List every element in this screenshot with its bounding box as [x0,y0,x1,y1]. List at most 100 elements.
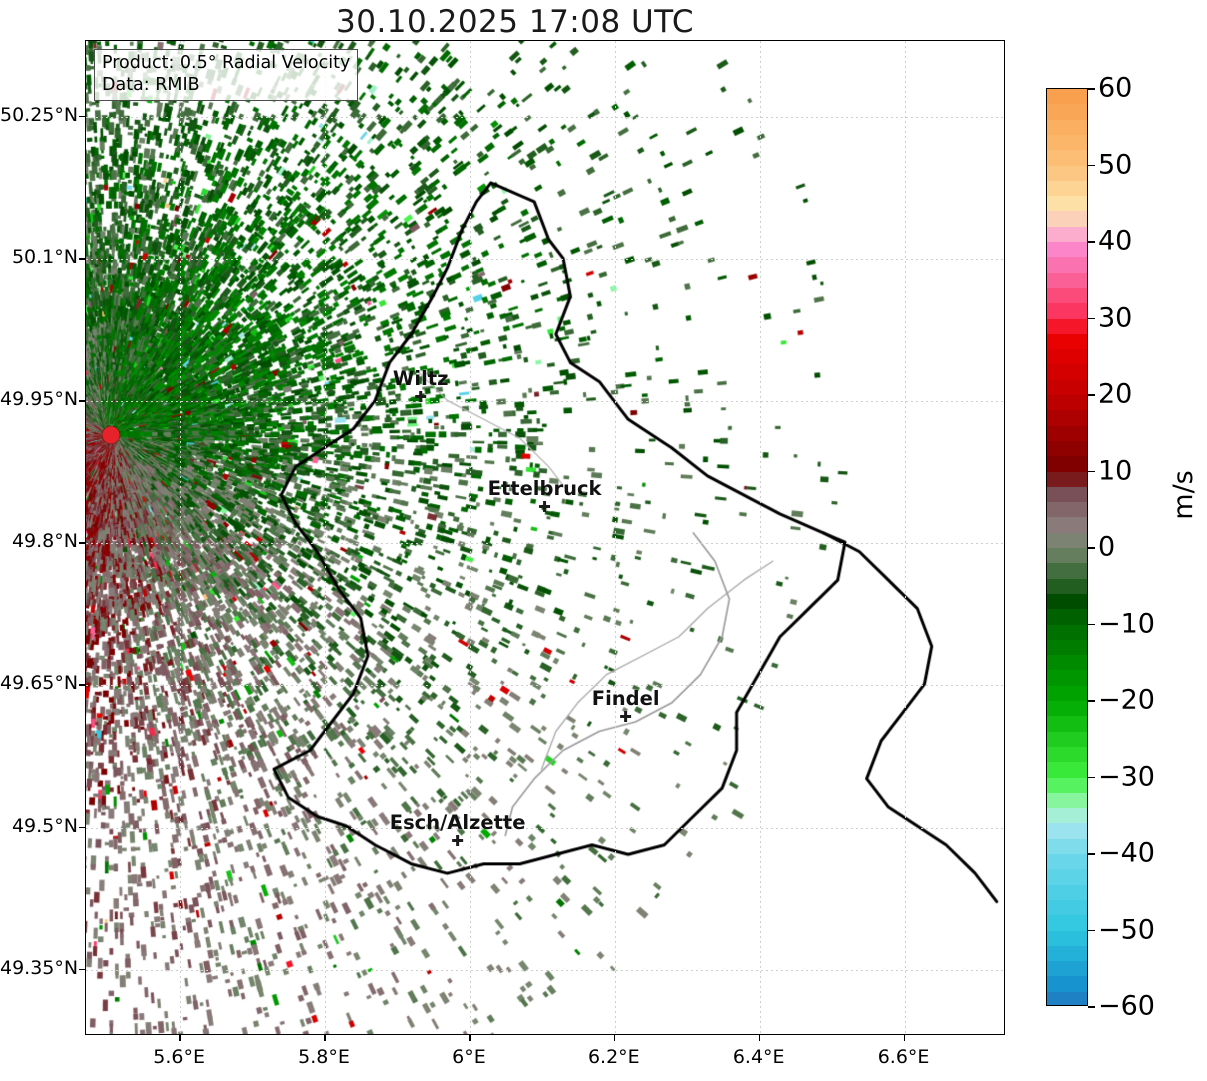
colorbar-segment [1047,869,1087,886]
colorbar-segment [1047,425,1087,442]
colorbar-segment [1047,165,1087,182]
colorbar-tick-mark [1088,88,1095,90]
colorbar-segment [1047,410,1087,427]
colorbar-segment [1047,196,1087,213]
colorbar-segment [1047,961,1087,978]
colorbar-segment [1047,838,1087,855]
colorbar-segment [1047,517,1087,534]
colorbar-segment [1047,134,1087,152]
colorbar-segment [1047,624,1087,641]
colorbar-segment [1047,701,1087,718]
x-axis-tick-mark [903,1035,906,1041]
page-title: 30.10.2025 17:08 UTC [336,4,694,40]
y-axis-tick-mark [79,684,85,686]
colorbar-tick-mark [1088,241,1095,243]
radar-image-canvas [86,41,1004,1034]
colorbar-segment [1047,379,1087,396]
colorbar-segment [1047,548,1087,565]
colorbar-segment [1047,884,1087,901]
colorbar-segment [1047,486,1087,504]
colorbar-tick-mark [1088,394,1095,396]
colorbar-segment [1047,823,1087,840]
colorbar-tick-mark [1088,700,1095,702]
colorbar-segment [1047,716,1087,733]
colorbar-segment [1047,792,1087,810]
colorbar-tick-mark [1088,929,1095,932]
colorbar-tick-label: −20 [1098,684,1155,716]
x-axis-tick-label: 6°E [452,1046,486,1068]
data-source-line: Data: RMIB [102,74,200,95]
colorbar-segment [1047,272,1087,289]
y-axis-tick-label: 49.95°N [0,388,79,411]
colorbar-segment [1047,854,1087,871]
colorbar-segment [1047,287,1087,305]
colorbar-tick-label: −60 [1098,990,1155,1022]
colorbar-segment [1047,502,1087,519]
colorbar-segment [1047,899,1087,917]
colorbar-segment [1047,670,1087,687]
colorbar-tick-mark [1088,317,1095,320]
x-axis-tick-label: 5.6°E [153,1046,206,1068]
x-axis-tick-label: 6.2°E [587,1046,640,1068]
colorbar-tick-mark [1088,164,1095,167]
colorbar-segment [1047,303,1087,320]
colorbar-segment [1047,456,1087,473]
radar-plot-area[interactable]: Wiltz Ettelbruck Findel Esch/Alzette Produc… [85,40,1005,1035]
colorbar-tick-label: −40 [1098,837,1155,869]
colorbar-tick-mark [1088,1006,1095,1008]
y-axis-tick-mark [79,542,85,544]
radar-site-marker[interactable] [102,426,120,444]
y-axis-tick-mark [79,826,85,829]
y-axis-tick-mark [79,257,85,260]
colorbar-tick-label: 0 [1098,531,1116,563]
colorbar-segment [1047,532,1087,549]
colorbar-tick-label: 10 [1098,455,1133,486]
colorbar-tick-label: 30 [1098,302,1133,333]
x-axis-tick-mark [613,1035,616,1041]
colorbar-segment [1047,930,1087,947]
colorbar-tick-mark [1088,547,1095,549]
colorbar-segment [1047,349,1087,366]
colorbar-segment [1047,746,1087,764]
colorbar-tick-label: −50 [1098,914,1155,945]
colorbar-segment [1047,808,1087,825]
colorbar-segment [1047,991,1087,1005]
colorbar-segment [1047,915,1087,932]
y-axis-tick-label: 50.1°N [11,245,78,268]
colorbar-segment [1047,333,1087,351]
colorbar-tick-label: 20 [1098,378,1133,410]
colorbar-segment [1047,226,1087,243]
colorbar-tick-label: −30 [1098,761,1155,792]
colorbar[interactable] [1046,88,1088,1006]
colorbar-segment [1047,639,1087,657]
colorbar-unit-label: m/s [1168,470,1199,520]
colorbar-segment [1047,762,1087,779]
y-axis-tick-mark [79,968,85,971]
colorbar-tick-label: −10 [1098,608,1155,639]
colorbar-tick-mark [1088,776,1095,779]
y-axis-tick-mark [79,400,85,402]
colorbar-segment [1047,593,1087,611]
y-axis-tick-label: 49.35°N [0,956,79,979]
colorbar-segment [1047,471,1087,488]
x-axis-tick-label: 6.4°E [732,1046,785,1068]
colorbar-tick-mark [1088,853,1095,855]
colorbar-segment [1047,119,1087,136]
colorbar-segment [1047,242,1087,259]
colorbar-segment [1047,180,1087,198]
y-axis-tick-label: 50.25°N [0,103,79,126]
x-axis-tick-mark [324,1035,326,1041]
colorbar-segment [1047,563,1087,580]
x-axis-tick-mark [468,1035,471,1041]
colorbar-segment [1047,257,1087,274]
colorbar-segment [1047,685,1087,702]
colorbar-segment [1047,150,1087,167]
x-axis-tick-mark [758,1035,761,1041]
y-axis-tick-label: 49.5°N [11,814,78,837]
colorbar-segment [1047,655,1087,672]
colorbar-segment [1047,777,1087,794]
colorbar-segment [1047,440,1087,458]
colorbar-segment [1047,395,1087,412]
colorbar-segment [1047,976,1087,993]
x-axis-tick-mark [179,1035,181,1041]
